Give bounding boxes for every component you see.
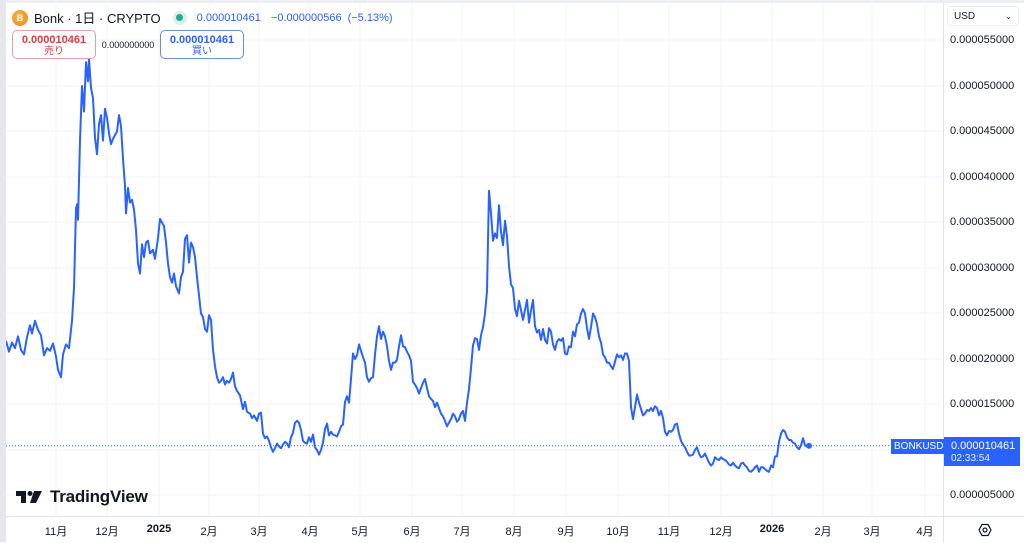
currency-select[interactable]: USD ⌄ bbox=[947, 6, 1019, 26]
price-scale-label: 0.000020000 bbox=[950, 353, 1015, 365]
price-series-line bbox=[6, 57, 810, 473]
bar-countdown: 02:33:54 bbox=[951, 453, 990, 464]
market-open-dot-icon bbox=[172, 10, 187, 25]
time-scale-label: 11月 bbox=[657, 526, 681, 538]
time-scale[interactable]: 11月 12月 2025 2月 3月 4月 5月 6月 7月 8月 9月 10月 11月 12月 2026 2… bbox=[6, 516, 943, 543]
price-scale[interactable]: 0.000055000 0.000050000 0.000045000 0.00004… bbox=[943, 3, 1024, 516]
price-scale-label: 0.000005000 bbox=[950, 489, 1015, 501]
time-scale-label: 5月 bbox=[351, 526, 369, 538]
time-scale-label: 9月 bbox=[557, 526, 575, 538]
currency-value: USD bbox=[954, 10, 976, 22]
price-scale-label: 0.000015000 bbox=[950, 398, 1015, 410]
spread-value: 0.000000000 bbox=[101, 39, 155, 50]
time-scale-label: 4月 bbox=[301, 526, 319, 538]
price-chart-svg bbox=[6, 3, 943, 516]
chart-settings-button[interactable] bbox=[943, 516, 1024, 543]
bonk-coin-icon: B bbox=[12, 9, 28, 26]
time-scale-label: 12月 bbox=[95, 526, 119, 538]
sell-label: 売り bbox=[44, 46, 64, 57]
time-scale-label: 2026 bbox=[759, 523, 785, 535]
time-scale-label: 2025 bbox=[146, 523, 172, 535]
time-scale-label: 6月 bbox=[403, 526, 421, 538]
brand-name: TradingView bbox=[50, 487, 148, 506]
time-scale-label: 7月 bbox=[453, 526, 471, 538]
time-scale-label: 11月 bbox=[44, 526, 68, 538]
price-change-percent: (−5.13%) bbox=[347, 11, 393, 24]
current-price-tag: 0.000010461 02:33:54 bbox=[944, 437, 1020, 466]
time-scale-label: 12月 bbox=[709, 526, 733, 538]
last-price: 0.000010461 bbox=[196, 11, 261, 24]
chart-plot-area[interactable] bbox=[6, 3, 943, 516]
buy-button[interactable]: 0.000010461 買い bbox=[160, 30, 244, 59]
time-scale-label: 2月 bbox=[200, 526, 218, 538]
symbol-price-tag: BONKUSD bbox=[891, 439, 947, 454]
price-change: −0.000000566 bbox=[270, 11, 342, 24]
top-border bbox=[0, 0, 1024, 3]
symbol-title[interactable]: Bonk · 1日 · CRYPTO bbox=[34, 11, 161, 26]
symbol-legend: B Bonk · 1日 · CRYPTO 0.000010461 −0.0000… bbox=[12, 8, 393, 27]
tradingview-logo-icon bbox=[16, 491, 42, 503]
time-scale-label: 10月 bbox=[606, 526, 630, 538]
price-scale-label: 0.000035000 bbox=[950, 216, 1015, 228]
price-scale-label: 0.000030000 bbox=[950, 262, 1015, 274]
buy-label: 買い bbox=[192, 46, 212, 57]
price-scale-label: 0.000055000 bbox=[950, 34, 1015, 46]
price-scale-label: 0.000025000 bbox=[950, 307, 1015, 319]
current-price-value: 0.000010461 bbox=[951, 440, 1016, 452]
sell-button[interactable]: 0.000010461 売り bbox=[12, 30, 96, 59]
price-scale-label: 0.000045000 bbox=[950, 125, 1015, 137]
trade-buttons: 0.000010461 売り 0.000000000 0.000010461 買… bbox=[12, 30, 244, 59]
chevron-down-icon: ⌄ bbox=[1005, 11, 1012, 21]
buy-price: 0.000010461 bbox=[169, 34, 235, 46]
time-scale-label: 4月 bbox=[916, 526, 934, 538]
tradingview-branding[interactable]: TradingView bbox=[16, 487, 148, 507]
price-scale-label: 0.000050000 bbox=[950, 80, 1015, 92]
time-scale-label: 3月 bbox=[863, 526, 881, 538]
time-scale-label: 3月 bbox=[250, 526, 268, 538]
time-scale-label: 2月 bbox=[814, 526, 832, 538]
left-toolbar-edge bbox=[0, 0, 6, 542]
price-scale-label: 0.000040000 bbox=[950, 171, 1015, 183]
sell-price: 0.000010461 bbox=[21, 34, 87, 46]
gear-hexagon-icon bbox=[977, 523, 992, 537]
time-scale-label: 8月 bbox=[505, 526, 523, 538]
last-price-marker bbox=[806, 442, 812, 449]
